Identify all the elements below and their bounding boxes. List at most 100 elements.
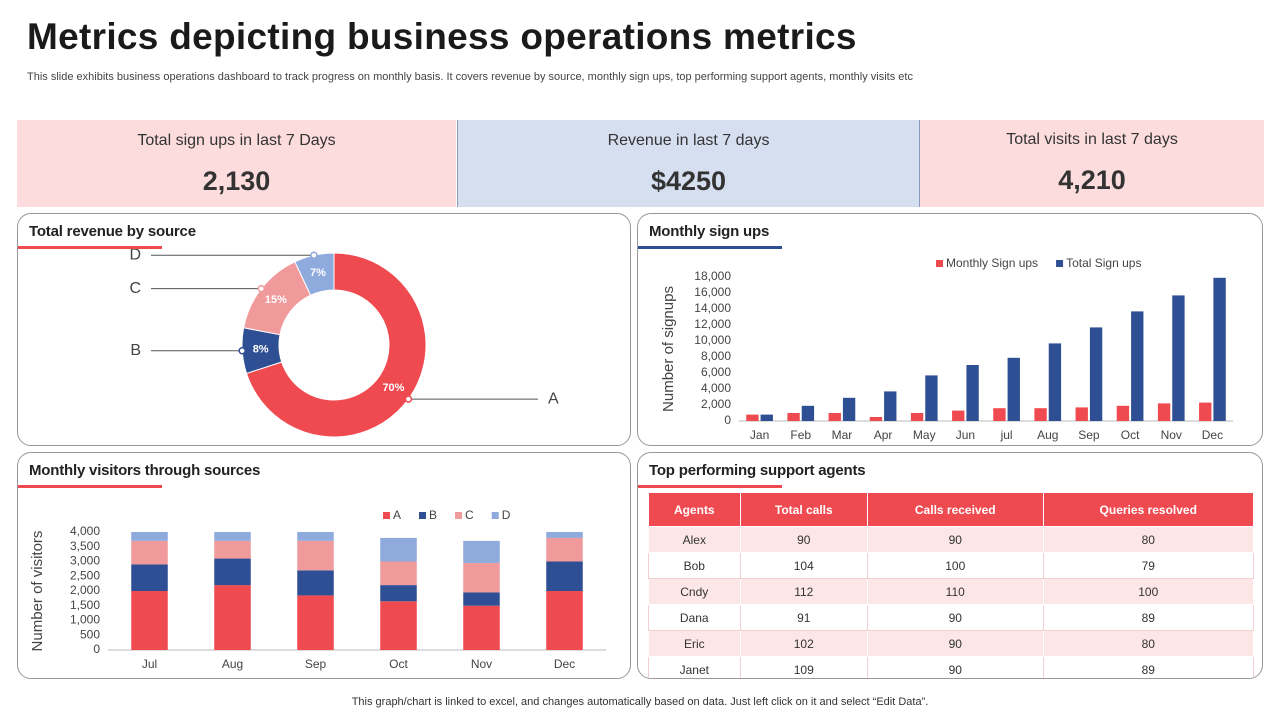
y-tick-label: 0 — [93, 642, 100, 656]
y-tick-label: 4,000 — [701, 381, 731, 395]
y-tick-label: 3,000 — [70, 554, 100, 568]
table-cell: 79 — [1042, 552, 1254, 579]
legend-swatch — [383, 512, 390, 519]
bar — [746, 414, 759, 421]
legend-label: Monthly Sign ups — [946, 256, 1038, 270]
kpi-card: Total visits in last 7 days 4,210 — [920, 120, 1264, 207]
y-tick-label: 1,500 — [70, 598, 100, 612]
y-tick-label: 12,000 — [694, 317, 731, 331]
x-tick-label: Oct — [1121, 428, 1140, 442]
table-cell: 80 — [1042, 526, 1254, 553]
bar-segment — [214, 585, 251, 650]
panel: 70% A 8% B 15% C 7% D Total revenue by source — [17, 213, 631, 446]
y-tick-label: 2,000 — [70, 583, 100, 597]
bar-segment — [546, 537, 583, 562]
bar-segment — [463, 592, 500, 606]
table-row: Bob 104 100 79 — [648, 552, 1254, 579]
bar-segment — [297, 595, 334, 650]
x-tick-label: Nov — [1161, 428, 1182, 442]
y-tick-label: 2,000 — [701, 397, 731, 411]
category-label: A — [548, 390, 559, 407]
leader-dot — [310, 251, 318, 259]
bar-segment — [131, 591, 168, 650]
x-tick-label: May — [913, 428, 936, 442]
table-cell: Eric — [648, 630, 741, 657]
bar — [842, 397, 856, 421]
panel-title: Top performing support agents — [649, 462, 866, 479]
table-cell: 90 — [867, 526, 1044, 553]
y-tick-label: 14,000 — [694, 301, 731, 315]
slice-label: 15% — [265, 294, 287, 306]
bar — [1007, 357, 1020, 421]
table-cell: 80 — [1042, 630, 1254, 657]
column-header: Queries resolved — [1042, 492, 1254, 527]
bar — [1199, 402, 1212, 421]
column-header: Calls received — [867, 492, 1044, 527]
bar — [925, 375, 938, 421]
y-tick-label: 10,000 — [694, 333, 731, 347]
agents-table: Agents Total calls Calls received Queries r… — [648, 492, 1254, 678]
bar-segment — [546, 591, 583, 650]
legend-swatch — [419, 512, 427, 519]
y-tick-label: 18,000 — [694, 269, 731, 283]
category-label: D — [129, 246, 141, 263]
panel: Top performing support agents Agents Tota… — [637, 452, 1263, 679]
x-tick-label: Aug — [1037, 428, 1058, 442]
table-cell: 100 — [1042, 578, 1254, 605]
table-cell: 90 — [867, 630, 1044, 657]
kpi-label: Revenue in last 7 days — [607, 132, 770, 149]
kpi-card: Revenue in last 7 days $4250 — [457, 120, 920, 207]
table-cell: 91 — [739, 604, 869, 631]
bar-segment — [297, 532, 334, 541]
y-tick-label: 16,000 — [694, 285, 731, 299]
bar — [760, 414, 773, 421]
x-tick-label: jul — [1000, 428, 1013, 442]
column-header: Agents — [648, 492, 741, 527]
y-tick-label: 6,000 — [701, 365, 731, 379]
bar — [801, 405, 815, 421]
panel-title: Total revenue by source — [29, 223, 196, 240]
legend-label: D — [502, 508, 511, 522]
panel: 0 500 1,000 1,500 2,000 2,500 3,000 3,500 4,000 J… — [17, 452, 631, 679]
title-underline — [638, 485, 782, 488]
legend-label: A — [393, 508, 401, 522]
y-tick-label: 1,000 — [70, 613, 100, 627]
slice-label: 70% — [382, 382, 404, 394]
table-cell: 109 — [739, 656, 869, 678]
table-row: Dana 91 90 89 — [648, 604, 1254, 631]
bar — [1116, 405, 1130, 421]
leader-dot — [238, 347, 246, 355]
bar-segment — [380, 561, 417, 586]
bar — [966, 365, 979, 421]
panel: 0 2,000 4,000 6,000 8,000 10,000 12,000 14,000 1… — [637, 213, 1263, 446]
title-underline — [18, 246, 162, 249]
bar-segment — [131, 540, 168, 565]
bar — [884, 391, 897, 421]
table-cell: 100 — [867, 552, 1044, 579]
y-axis-label: Number of visitors — [29, 531, 46, 652]
table-row: Alex 90 90 80 — [648, 526, 1254, 553]
bar-segment — [380, 585, 417, 602]
table-cell: Bob — [648, 552, 741, 579]
table-cell: 110 — [867, 578, 1044, 605]
bar-chart: 0 2,000 4,000 6,000 8,000 10,000 12,000 14,000 1… — [660, 256, 1233, 442]
bar-segment — [297, 570, 334, 596]
slice-label: 8% — [253, 344, 269, 356]
bar-segment — [463, 540, 500, 563]
table-cell: Janet — [648, 656, 741, 678]
kpi-label: Total sign ups in last 7 Days — [137, 132, 336, 149]
legend-label: C — [465, 508, 474, 522]
slice-label: 7% — [310, 267, 326, 279]
bar — [1172, 295, 1185, 421]
table-cell: 90 — [867, 604, 1044, 631]
x-tick-label: Apr — [874, 428, 893, 442]
column-header: Total calls — [739, 492, 869, 527]
y-tick-label: 500 — [80, 627, 100, 641]
legend-swatch — [491, 512, 499, 519]
bar — [910, 413, 924, 421]
title-underline — [18, 485, 162, 488]
footer: This graph/chart is linked to excel, and… — [351, 696, 929, 708]
y-tick-label: 8,000 — [701, 349, 731, 363]
